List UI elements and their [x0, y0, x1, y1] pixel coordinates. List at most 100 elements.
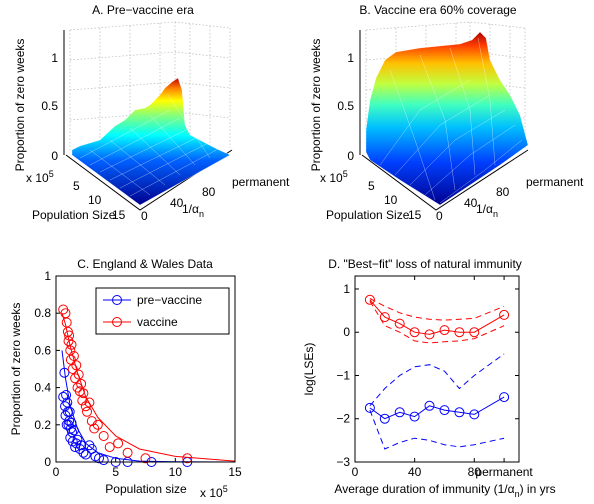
panel-c-point-vaccine [66, 339, 77, 350]
panel-a-ytick-80: 80 [202, 185, 216, 199]
panel-d-title: D. "Best−fit" loss of natural immunity [328, 257, 522, 271]
panel-d-ytick-label: −3 [336, 455, 350, 469]
panel-a-title: A. Pre−vaccine era [92, 3, 194, 17]
panel-a-box [63, 21, 233, 211]
panel-d-point-blue [394, 407, 405, 418]
panel-b-xlabel: Population Size [326, 208, 410, 222]
panel-b-xscale: x 105 [320, 169, 348, 185]
panel-d-point-blue [454, 407, 465, 418]
legend-marker-vaccine [112, 317, 122, 327]
panel-a-z-ticks: 1 0.5 0 [41, 51, 58, 163]
panel-c-point-pre-vaccine [98, 455, 109, 466]
panel-a-surface [71, 77, 231, 206]
panel-c-point-pre-vaccine [64, 406, 75, 417]
panel-b-ylabel: 1/αn [476, 202, 498, 219]
panel-c-point-vaccine [71, 360, 82, 371]
panel-c-point-pre-vaccine [68, 425, 79, 436]
panel-d-xtick-label: 80 [468, 465, 482, 479]
panel-d-line-red [369, 299, 505, 335]
panel-c-point-vaccine [77, 395, 88, 406]
panel-c-xtick-label: 5 [112, 465, 119, 479]
panel-a-ytick-0: 0 [141, 209, 148, 223]
panel-c-point-vaccine [182, 453, 193, 464]
panel-d-line-blue [369, 396, 505, 420]
panel-d-point-blue [439, 405, 450, 416]
panel-b-ytick-permanent: permanent [526, 175, 584, 189]
panel-a-zlabel: Proportion of zero weeks [13, 39, 27, 172]
panel-b-surface [365, 31, 529, 206]
panel-c-ytick-label: 0.2 [34, 418, 51, 432]
panel-a-y-ticks: 0 40 80 permanent [141, 175, 290, 223]
panel-d-point-red [454, 327, 465, 338]
panel-a-ztick-0: 0 [51, 149, 58, 163]
panel-d-point-blue [499, 392, 510, 403]
panel-d-axes-box [354, 275, 520, 463]
panel-c-y-ticks: 0 0.2 0.4 0.6 0.8 1 [34, 269, 60, 469]
panel-d-ylabel: log(LSEs) [302, 343, 316, 396]
panel-c-ytick-label: 0.8 [34, 306, 51, 320]
panel-b-xtick-10: 10 [384, 193, 398, 207]
panel-b-title: B. Vaccine era 60% coverage [359, 3, 517, 17]
panel-d-xlabel: Average duration of immunity (1/αn) in y… [334, 482, 555, 499]
panel-b-zlabel: Proportion of zero weeks [309, 39, 323, 172]
panel-b-ytick-0: 0 [436, 209, 443, 223]
panel-c-point-vaccine [89, 423, 100, 434]
panel-b-ztick-0.5: 0.5 [337, 99, 354, 113]
panel-c-point-vaccine [64, 330, 75, 341]
panel-b-ytick-40: 40 [464, 196, 478, 210]
panel-c-point-pre-vaccine [72, 434, 83, 445]
panel-a-ztick-0.5: 0.5 [41, 99, 58, 113]
panel-c-point-vaccine [63, 336, 74, 347]
panel-c-xlabel: Population size [105, 482, 187, 496]
panel-c-point-pre-vaccine [76, 440, 87, 451]
panel-c-point-vaccine [98, 431, 109, 441]
panel-c-ytick-label: 0 [44, 455, 51, 469]
panel-b: B. Vaccine era 60% coverage 1 0.5 0 Prop… [309, 3, 584, 223]
panel-c-point-vaccine [73, 369, 84, 380]
panel-a-ylabel: 1/αn [182, 202, 204, 219]
panel-c-ylabel: Proportion of zero weeks [9, 303, 23, 436]
panel-c-ytick-label: 0.6 [34, 343, 51, 357]
panel-c-axes-box [55, 275, 236, 463]
panel-c-fit-vaccine [61, 313, 236, 462]
panel-c-point-vaccine [140, 453, 151, 464]
panel-c-ytick-label: 0.4 [34, 381, 51, 395]
panel-c-point-vaccine [104, 442, 115, 453]
panel-d-point-red [409, 327, 420, 338]
panel-d-ytick-label: −2 [336, 412, 350, 426]
panel-d-point-red [379, 312, 390, 323]
panel-c-x-ticks: 0 5 10 15 [53, 458, 242, 479]
panel-d-xtick-label: 0 [352, 465, 359, 479]
panel-c-ytick-label: 1 [44, 269, 51, 283]
panel-a-ytick-permanent: permanent [232, 175, 290, 189]
panel-c-point-pre-vaccine [61, 390, 72, 400]
panel-c-point-vaccine [67, 364, 78, 374]
panel-d-point-red [364, 294, 375, 305]
panel-c-point-vaccine [68, 351, 79, 361]
panel-d-upper-bound-red [369, 298, 505, 321]
panel-d-ytick-label: 0 [343, 325, 350, 339]
panel-d-point-blue [469, 409, 480, 420]
panel-d-point-blue [379, 413, 390, 424]
panel-d-point-red [469, 327, 480, 338]
panel-b-xtick-15: 15 [408, 208, 422, 222]
panel-a-x-ticks: 5 10 15 [73, 179, 126, 222]
panel-a: A. Pre−vaccine era 1 0.5 0 Proportion of… [13, 3, 290, 223]
panel-b-y-ticks: 0 40 80 permanent [436, 175, 584, 223]
legend-label-pre-vaccine: pre−vaccine [137, 293, 202, 307]
panel-c-point-vaccine [86, 416, 97, 427]
panel-a-ytick-40: 40 [170, 196, 184, 210]
panel-c-xscale: x 105 [200, 484, 228, 500]
panel-d-point-red [394, 318, 405, 329]
panel-b-ztick-0: 0 [347, 149, 354, 163]
panel-c-point-pre-vaccine [80, 449, 91, 460]
panel-c-xtick-label: 0 [53, 465, 60, 479]
panel-c-point-pre-vaccine [78, 447, 89, 458]
panel-c-point-vaccine [76, 378, 87, 389]
panel-c-point-vaccine [84, 397, 95, 408]
panel-d-y-ticks: −3 −2 −1 0 1 [336, 282, 519, 469]
panel-c-point-vaccine [80, 401, 91, 412]
panel-a-xtick-10: 10 [88, 193, 102, 207]
